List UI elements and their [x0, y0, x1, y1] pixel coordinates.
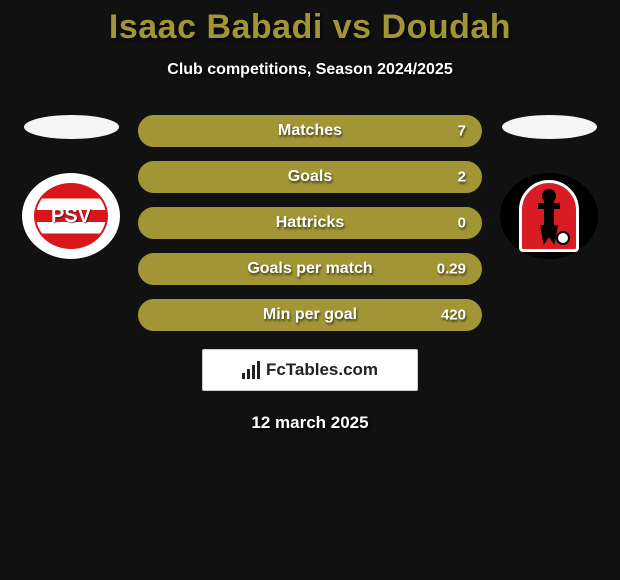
stat-label: Hattricks — [276, 214, 344, 232]
stat-value: 0 — [458, 215, 466, 232]
brand-badge[interactable]: FcTables.com — [202, 349, 418, 391]
stat-label: Goals per match — [247, 260, 372, 278]
club-badge-psv: PSV — [22, 173, 120, 259]
psv-logo-text: PSV — [34, 183, 108, 249]
main-row: PSV Matches 7 Goals 2 Hattricks 0 Goals … — [0, 115, 620, 331]
bar-chart-icon — [242, 361, 260, 379]
brand-text: FcTables.com — [266, 360, 378, 380]
club-badge-helmond — [500, 173, 598, 259]
stat-row-goals: Goals 2 — [138, 161, 482, 193]
page-subtitle: Club competitions, Season 2024/2025 — [0, 61, 620, 79]
page-title: Isaac Babadi vs Doudah — [0, 8, 620, 47]
player-avatar-placeholder-right — [502, 115, 597, 139]
stat-label: Matches — [278, 122, 342, 140]
stat-value: 7 — [458, 123, 466, 140]
stat-value: 2 — [458, 169, 466, 186]
stats-column: Matches 7 Goals 2 Hattricks 0 Goals per … — [138, 115, 482, 331]
stat-row-hattricks: Hattricks 0 — [138, 207, 482, 239]
left-player-col: PSV — [22, 115, 120, 259]
psv-logo-icon: PSV — [22, 173, 120, 259]
right-player-col — [500, 115, 598, 259]
stat-row-gpm: Goals per match 0.29 — [138, 253, 482, 285]
player-avatar-placeholder-left — [24, 115, 119, 139]
stat-label: Goals — [288, 168, 332, 186]
stat-value: 0.29 — [437, 261, 466, 278]
stat-row-matches: Matches 7 — [138, 115, 482, 147]
helmond-logo-icon — [500, 173, 598, 259]
stat-row-mpg: Min per goal 420 — [138, 299, 482, 331]
stat-label: Min per goal — [263, 306, 357, 324]
comparison-card: Isaac Babadi vs Doudah Club competitions… — [0, 0, 620, 433]
stat-value: 420 — [441, 307, 466, 324]
date-text: 12 march 2025 — [0, 413, 620, 433]
